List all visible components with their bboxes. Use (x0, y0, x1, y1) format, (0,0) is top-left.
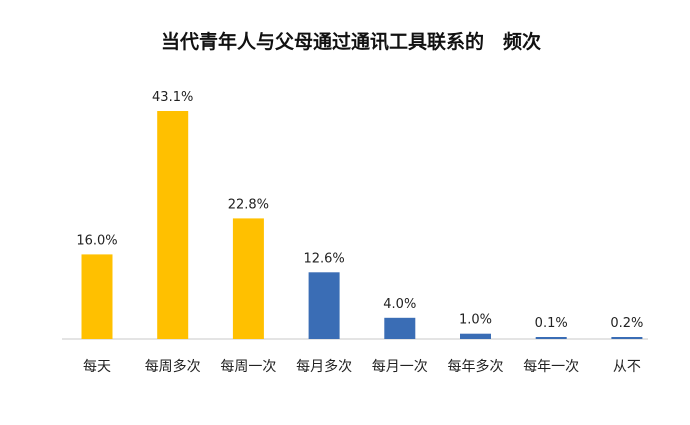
data-label-2: 43.1% (152, 90, 193, 105)
bar-5 (384, 317, 416, 339)
chart-title: 当代青年人与父母通过通讯工具联系的 频次 (161, 30, 541, 53)
x-tick-label-4: 每月多次 (296, 358, 352, 375)
bar-8 (611, 337, 643, 339)
bar-2 (157, 111, 189, 339)
data-label-5: 4.0% (383, 297, 416, 312)
data-label-7: 0.1% (535, 316, 568, 331)
x-tick-label-7: 每年一次 (523, 359, 579, 375)
x-tick-labels-group: 每天 每周多次 每周一次 每月多次 每月一次 每年多次 每年一次 从不 (83, 358, 641, 375)
data-label-8: 0.2% (610, 316, 643, 331)
x-tick-label-6: 每年多次 (448, 358, 504, 375)
x-tick-label-5: 每月一次 (372, 359, 428, 375)
x-tick-label-8: 从不 (613, 359, 641, 375)
bar-3 (232, 218, 264, 339)
bar-1 (81, 254, 113, 339)
x-tick-label-3: 每周一次 (220, 359, 276, 375)
data-label-4: 12.6% (303, 251, 344, 266)
data-label-1: 16.0% (76, 233, 117, 248)
x-tick-label-2: 每周多次 (145, 358, 201, 375)
bars-group (81, 111, 643, 339)
bar-7 (535, 337, 567, 339)
data-label-3: 22.8% (228, 197, 269, 212)
bar-6 (460, 333, 491, 339)
x-tick-label-1: 每天 (83, 359, 111, 375)
value-labels-group: 16.0% 43.1% 22.8% 12.6% 4.0% 1.0% 0.1% 0.2% (76, 90, 643, 331)
bar-4 (308, 272, 340, 339)
data-label-6: 1.0% (459, 313, 492, 328)
